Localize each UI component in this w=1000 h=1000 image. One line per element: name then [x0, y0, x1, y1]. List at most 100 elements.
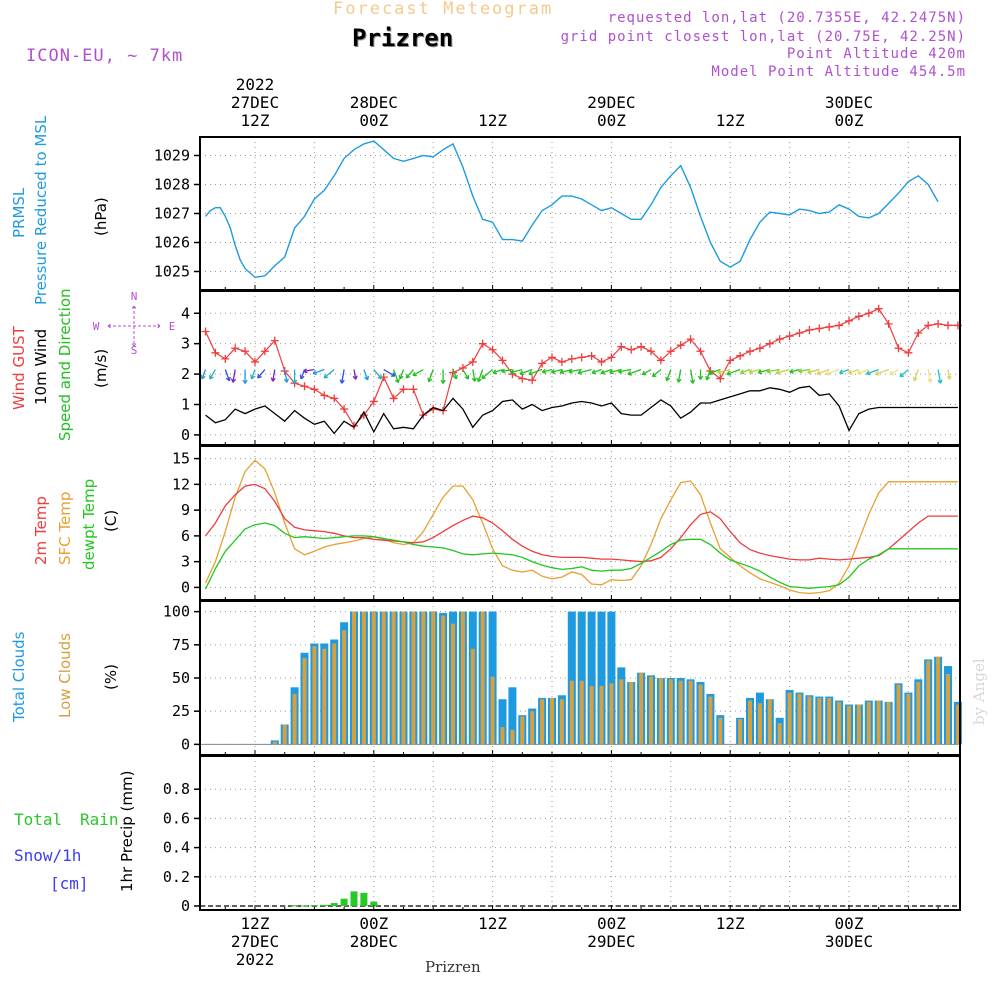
time-label: 29DEC — [587, 932, 636, 951]
wind-direction-arrowhead — [283, 378, 289, 383]
wind-direction-arrow — [899, 369, 909, 378]
wind-direction-arrowhead — [303, 368, 308, 374]
wind-gust-point — [637, 342, 646, 351]
wind-direction-arrow — [481, 369, 494, 380]
requested-coords: requested lon,lat (20.7355E, 42.2475N) — [607, 10, 966, 26]
wind-direction-arrowhead — [865, 370, 871, 376]
wind-direction-arrow — [642, 368, 652, 376]
wind-direction-arrowhead — [200, 374, 206, 380]
wind-direction-arrow — [807, 368, 820, 374]
low-cloud-bar — [272, 741, 277, 745]
wind-direction-arrow — [405, 369, 414, 379]
wind-gust-point — [587, 351, 596, 360]
wind-gust-point — [746, 347, 754, 356]
wind-direction-arrowhead — [807, 369, 812, 375]
low-cloud-bar — [708, 696, 713, 745]
low-cloud-bar — [619, 679, 624, 745]
wind-direction-arrowhead — [242, 379, 248, 384]
wind-gust-point — [627, 345, 636, 354]
wind-direction-arrowhead — [665, 376, 671, 382]
low-cloud-bar — [342, 630, 347, 745]
total-cloud-bar — [567, 611, 576, 745]
wind-direction-arrowhead — [874, 370, 880, 376]
wind-direction-arrowhead — [617, 368, 623, 374]
y-tick-label: 6 — [181, 527, 190, 545]
wind-gust-point — [914, 329, 923, 338]
wind-direction-arrow — [560, 368, 572, 374]
y-tick-label: 3 — [181, 553, 190, 571]
time-label: 30DEC — [824, 932, 874, 951]
low-cloud-bar — [332, 643, 337, 745]
wind-direction-arrow — [224, 369, 231, 382]
y-tick-label: 50 — [172, 669, 190, 687]
wind-direction-arrowhead — [609, 369, 614, 375]
wind-direction-arrow — [875, 368, 889, 375]
wind-direction-arrow — [816, 368, 830, 375]
wind-gust-point — [518, 374, 527, 383]
low-cloud-bar — [282, 724, 287, 745]
y-tick-label: 12 — [172, 475, 190, 493]
low-cloud-bar — [797, 693, 802, 745]
wind-direction-arrowhead — [481, 374, 486, 380]
time-label: 00Z — [596, 914, 626, 933]
wind-gust-point — [300, 382, 309, 391]
time-label: 12Z — [478, 914, 508, 933]
wind-direction-arrowhead — [257, 373, 262, 379]
wind-direction-arrowhead — [405, 373, 411, 379]
wind-direction-arrow — [600, 368, 612, 374]
low-cloud-bar — [777, 723, 782, 745]
prmsl-line — [204, 140, 939, 279]
wind-gust-point — [864, 309, 873, 318]
low-cloud-bar — [569, 680, 574, 745]
wind-direction-arrowhead — [641, 370, 647, 376]
wind-direction-arrow — [201, 369, 207, 380]
point-altitude: Point Altitude 420m — [786, 46, 966, 62]
wind-direction-arrowhead — [708, 370, 714, 376]
low-cloud-bar — [738, 719, 743, 745]
footer-location: Prizren — [425, 958, 481, 976]
low-cloud-bar — [757, 703, 762, 745]
wind-gust-point — [201, 327, 210, 336]
wind-gust-point — [894, 344, 903, 353]
wind-direction-arrowhead — [364, 375, 370, 381]
low-cloud-bar — [460, 611, 465, 745]
wind-gust-point — [607, 353, 616, 362]
low-cloud-bar — [906, 693, 911, 745]
rain-bar — [320, 904, 328, 906]
wind-direction-arrowhead — [352, 375, 358, 380]
wind-direction-arrowhead — [789, 368, 794, 374]
low-cloud-bar — [579, 680, 584, 745]
wind-direction-arrow — [927, 369, 932, 383]
low-cloud-bar — [688, 680, 693, 745]
time-label: 12Z — [715, 914, 745, 933]
low-cloud-bar — [896, 684, 901, 745]
low-cloud-bar — [837, 701, 842, 745]
wind-direction-arrow — [798, 368, 810, 373]
y-tick-label: 0 — [181, 735, 190, 753]
wind-direction-arrow — [666, 369, 672, 382]
time-label: 12Z — [715, 111, 745, 130]
wind-gust-point — [369, 397, 378, 406]
time-label: 28DEC — [349, 93, 398, 112]
compass-n: N — [131, 290, 138, 303]
wind-direction-arrow — [452, 369, 458, 380]
precip-rain-label: Rain — [80, 810, 119, 829]
wind-gust-point — [835, 321, 844, 330]
wind-direction-arrowhead — [528, 370, 533, 376]
wind-direction-arrowhead — [676, 378, 682, 383]
rain-bar — [291, 905, 299, 907]
wind-direction-arrowhead — [440, 379, 446, 384]
wind-direction-arrowhead — [705, 375, 711, 381]
wind-direction-arrowhead — [697, 375, 704, 380]
compass-rose: N S W E — [93, 290, 176, 357]
low-cloud-bar — [312, 646, 317, 745]
low-cloud-bar — [916, 681, 921, 745]
wind-direction-arrowhead — [568, 368, 573, 374]
wind-gust-point — [934, 319, 943, 328]
wind-direction-arrowhead — [492, 369, 498, 375]
low-cloud-bar — [480, 611, 485, 745]
time-label: 27DEC — [230, 93, 280, 112]
y-tick-label: 1 — [181, 396, 190, 414]
wind-direction-arrowhead — [323, 373, 329, 379]
total-cloud-bar — [508, 687, 517, 745]
